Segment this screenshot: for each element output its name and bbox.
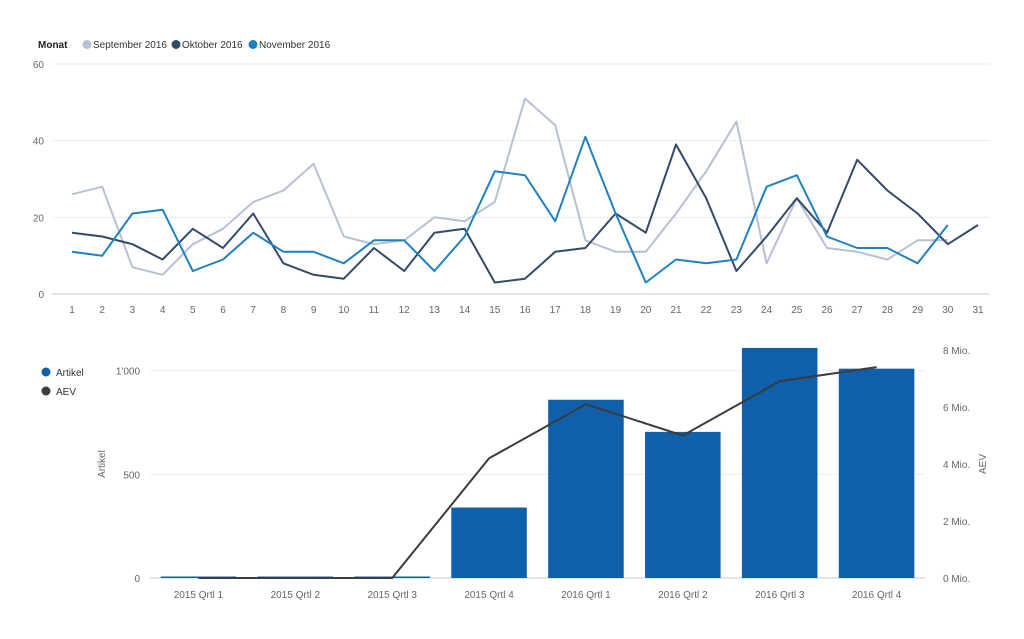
series-line[interactable]	[71, 97, 948, 276]
x-tick-label: 16	[519, 305, 531, 316]
quarterly-combo-chart: Artikel AEV 0 500 1'000 0 Mio. 2 Mio. 4 Mio. 6 M…	[41, 346, 989, 601]
x-tick-label: 2015 Qrtl 3	[367, 590, 417, 601]
y-axis-title-right: AEV	[978, 454, 989, 474]
x-tick-label: 8	[281, 305, 287, 316]
bar[interactable]	[645, 431, 721, 578]
y-tick-label: 40	[33, 137, 45, 148]
x-tick-label: 18	[580, 305, 592, 316]
legend-label: November 2016	[259, 40, 331, 51]
x-tick-label: 14	[459, 305, 471, 316]
legend: Artikel AEV	[41, 367, 84, 399]
series-line[interactable]	[198, 366, 877, 579]
x-tick-label: 26	[821, 305, 833, 316]
legend-marker	[41, 367, 51, 377]
bar[interactable]	[451, 507, 527, 578]
x-tick-label: 7	[250, 305, 256, 316]
legend-marker	[171, 40, 181, 49]
legend-marker	[248, 40, 258, 49]
x-tick-label: 5	[190, 305, 196, 316]
legend-title: Monat	[38, 40, 68, 51]
legend-label: September 2016	[93, 40, 167, 51]
x-tick-label: 25	[791, 305, 803, 316]
y-tick-label-left: 0	[134, 574, 140, 585]
y-tick-label-left: 1'000	[116, 367, 141, 378]
y-tick-label-right: 8 Mio.	[943, 346, 970, 357]
bar[interactable]	[838, 368, 915, 578]
x-tick-label: 15	[489, 305, 501, 316]
y-tick-label: 60	[33, 60, 45, 71]
x-tick-label: 21	[670, 305, 682, 316]
x-tick-label: 23	[731, 305, 743, 316]
x-tick-label: 19	[610, 305, 622, 316]
legend-item[interactable]: Artikel	[41, 367, 84, 380]
x-tick-label: 1	[69, 305, 75, 316]
x-tick-label: 2016 Qrtl 4	[852, 590, 902, 601]
y-tick-label-right: 2 Mio.	[943, 517, 970, 528]
x-tick-label: 31	[972, 305, 984, 316]
x-tick-label: 4	[160, 305, 166, 316]
x-tick-label: 22	[701, 305, 713, 316]
x-tick-label: 2015 Qrtl 2	[271, 590, 321, 601]
y-axis-title-left: Artikel	[97, 450, 108, 478]
x-tick-label: 11	[369, 305, 380, 316]
series-line[interactable]	[71, 143, 979, 284]
legend-marker	[82, 40, 92, 49]
x-tick-label: 2	[99, 305, 105, 316]
x-tick-label: 29	[912, 305, 924, 316]
x-tick-label: 17	[550, 305, 562, 316]
x-tick-label: 20	[640, 305, 652, 316]
legend-item[interactable]: Oktober 2016	[171, 40, 244, 51]
legend-item[interactable]: November 2016	[248, 40, 331, 51]
x-tick-label: 28	[882, 305, 894, 316]
bar[interactable]	[741, 347, 818, 578]
legend-item[interactable]: September 2016	[82, 40, 168, 51]
x-tick-label: 2015 Qrtl 1	[174, 590, 224, 601]
legend-label: Artikel	[56, 368, 84, 379]
x-tick-label: 2016 Qrtl 2	[658, 590, 708, 601]
y-tick-label: 20	[33, 213, 45, 224]
y-tick-label: 0	[38, 290, 44, 301]
x-tick-label: 2016 Qrtl 1	[561, 590, 611, 601]
y-tick-label-right: 4 Mio.	[943, 460, 970, 471]
x-tick-label: 3	[130, 305, 136, 316]
x-tick-label: 9	[311, 305, 317, 316]
legend-label: Oktober 2016	[182, 40, 243, 51]
series-line[interactable]	[71, 135, 949, 284]
x-tick-label: 12	[399, 305, 411, 316]
x-tick-label: 2015 Qrtl 4	[464, 590, 514, 601]
y-tick-label-right: 0 Mio.	[943, 574, 970, 585]
y-tick-label-left: 500	[123, 470, 140, 481]
legend-label: AEV	[56, 387, 76, 398]
bar[interactable]	[548, 399, 624, 578]
x-tick-label: 6	[220, 305, 226, 316]
legend-marker	[41, 386, 51, 396]
daily-line-chart: Monat September 2016 Oktober 2016 November …	[33, 40, 990, 316]
x-tick-label: 10	[338, 305, 350, 316]
x-tick-label: 2016 Qrtl 3	[755, 590, 805, 601]
legend: Monat September 2016 Oktober 2016 November …	[38, 40, 331, 51]
legend-item[interactable]: AEV	[41, 386, 77, 399]
x-tick-label: 30	[942, 305, 954, 316]
x-tick-label: 27	[852, 305, 864, 316]
x-tick-label: 13	[429, 305, 441, 316]
y-tick-label-right: 6 Mio.	[943, 403, 970, 414]
x-tick-label: 24	[761, 305, 773, 316]
